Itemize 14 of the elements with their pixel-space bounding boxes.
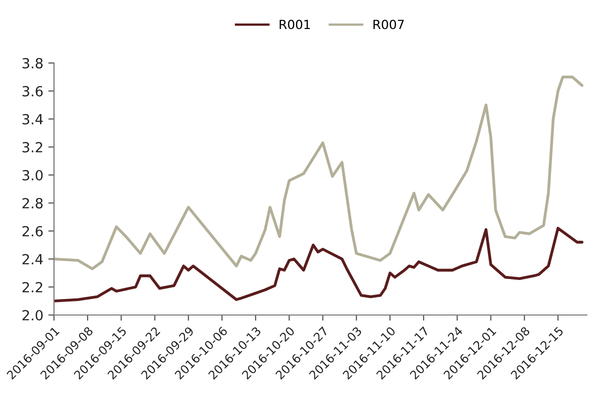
legend-label: R001 — [280, 20, 310, 30]
y-tick-label: 2.0 — [22, 310, 43, 320]
line-series — [54, 76, 584, 270]
line-series — [54, 226, 584, 302]
y-tick-label: 3.6 — [22, 86, 43, 96]
y-tick-label: 2.6 — [22, 226, 43, 236]
y-tick-label: 3.4 — [22, 114, 43, 124]
y-tick-label: 3.2 — [22, 142, 42, 152]
y-tick-label: 3.0 — [22, 170, 43, 180]
y-tick-label: 3.8 — [22, 58, 43, 68]
y-tick-label: 2.2 — [22, 282, 42, 292]
legend-label: R007 — [374, 20, 404, 30]
y-tick-label: 2.4 — [22, 254, 43, 264]
y-tick-label: 2.8 — [22, 198, 43, 208]
